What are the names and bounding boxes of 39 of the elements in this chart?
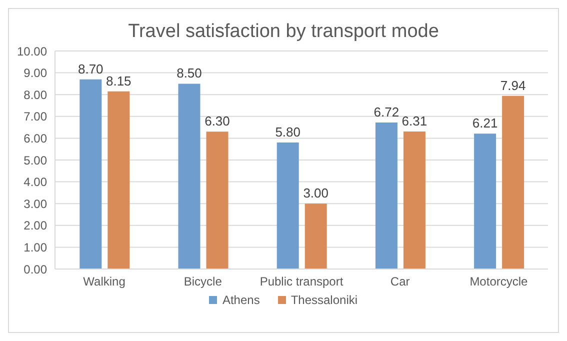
x-tick-label: Walking (83, 274, 126, 289)
data-label: 5.80 (275, 124, 301, 140)
y-tick-label: 10.00 (16, 44, 48, 58)
bar (80, 79, 102, 269)
legend-label: Thessaloniki (290, 293, 358, 307)
data-label: 8.15 (106, 73, 132, 88)
bar (474, 134, 496, 269)
y-tick-label: 2.00 (24, 218, 48, 233)
y-tick-label: 5.00 (24, 153, 48, 168)
data-label: 3.00 (303, 186, 329, 201)
data-label: 7.94 (500, 78, 526, 93)
data-label: 6.72 (374, 104, 400, 120)
y-tick-label: 0.00 (24, 262, 48, 276)
bar (206, 132, 228, 269)
y-tick-label: 3.00 (24, 196, 48, 211)
y-tick-label: 8.00 (24, 88, 48, 102)
y-tick-label: 4.00 (24, 175, 48, 190)
bar (108, 91, 130, 269)
bar (178, 84, 200, 269)
data-label: 6.21 (472, 116, 498, 131)
x-tick-label: Car (390, 274, 410, 289)
y-tick-label: 6.00 (24, 131, 48, 146)
data-label: 8.50 (176, 66, 202, 81)
y-tick-label: 9.00 (24, 66, 48, 80)
bar (304, 204, 327, 269)
bar (403, 131, 426, 269)
data-label: 6.31 (402, 113, 428, 128)
chart-title: Travel satisfaction by transport mode (127, 21, 440, 43)
data-label: 6.30 (204, 114, 230, 129)
x-tick-label: Bicycle (184, 274, 222, 289)
bar (502, 96, 524, 269)
bar (375, 122, 398, 269)
data-label: 8.70 (78, 61, 104, 76)
bar (276, 142, 299, 269)
legend-label: Athens (221, 293, 260, 307)
x-tick-label: Motorcycle (470, 274, 528, 289)
x-tick-label: Public transport (260, 274, 344, 289)
y-tick-label: 7.00 (24, 110, 48, 124)
y-tick-label: 1.00 (24, 240, 48, 254)
